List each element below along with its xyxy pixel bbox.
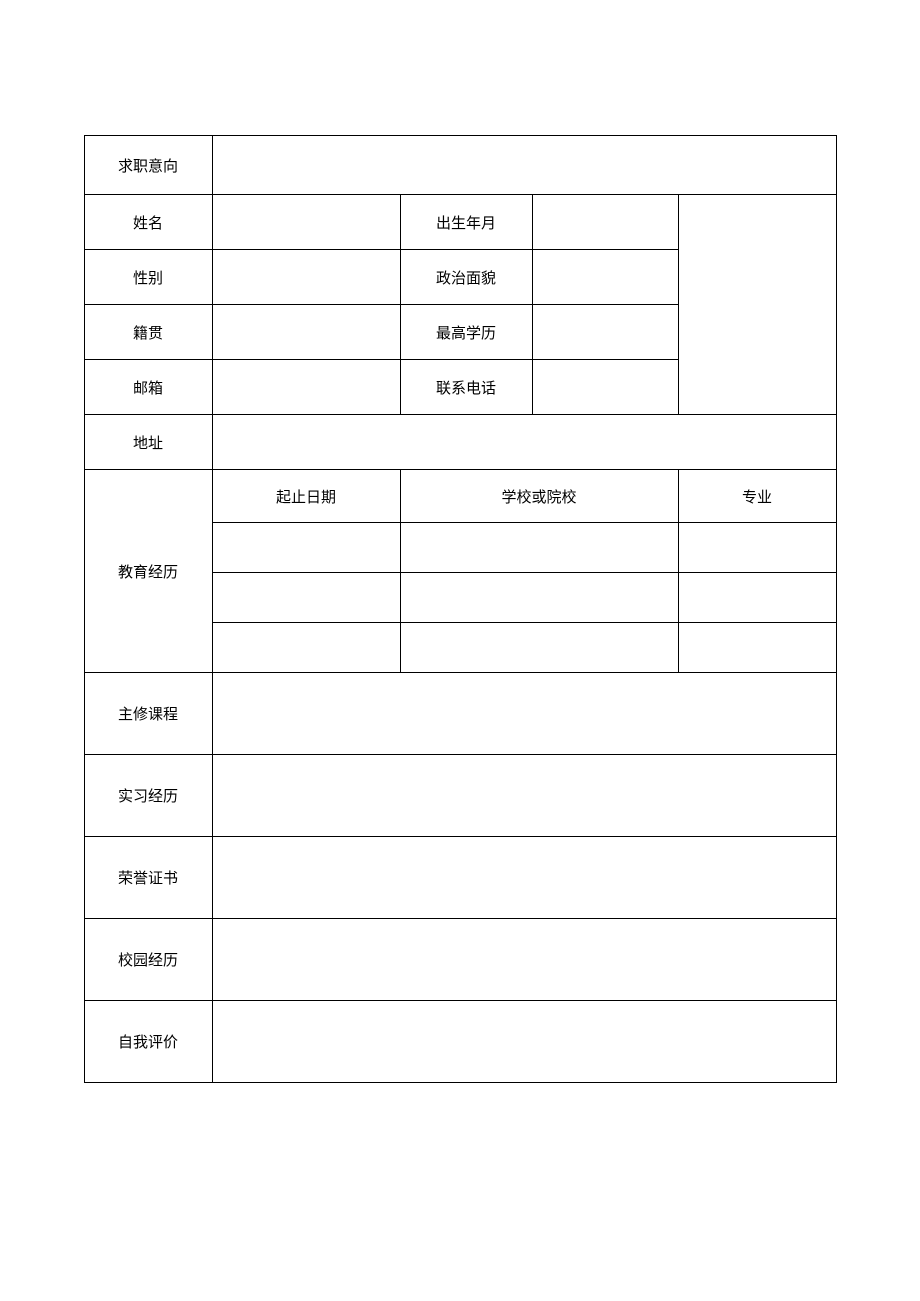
value-edu-date-2 [212, 623, 400, 673]
label-honor-certificates: 荣誉证书 [84, 837, 212, 919]
value-internship [212, 755, 836, 837]
value-honor-certificates [212, 837, 836, 919]
label-name: 姓名 [84, 195, 212, 250]
value-main-courses [212, 673, 836, 755]
value-edu-school-2 [400, 623, 678, 673]
value-native-place [212, 305, 400, 360]
value-campus-experience [212, 919, 836, 1001]
label-main-courses: 主修课程 [84, 673, 212, 755]
value-gender [212, 250, 400, 305]
label-gender: 性别 [84, 250, 212, 305]
value-email [212, 360, 400, 415]
label-self-evaluation: 自我评价 [84, 1001, 212, 1083]
value-edu-major-0 [678, 523, 836, 573]
value-self-evaluation [212, 1001, 836, 1083]
label-address: 地址 [84, 415, 212, 470]
value-edu-major-1 [678, 573, 836, 623]
value-edu-major-2 [678, 623, 836, 673]
label-birth-date: 出生年月 [400, 195, 532, 250]
value-political-status [532, 250, 678, 305]
value-edu-school-0 [400, 523, 678, 573]
value-photo [678, 195, 836, 415]
value-edu-school-1 [400, 573, 678, 623]
label-job-intention: 求职意向 [84, 136, 212, 195]
value-edu-date-0 [212, 523, 400, 573]
label-education-experience: 教育经历 [84, 470, 212, 673]
label-phone: 联系电话 [400, 360, 532, 415]
value-highest-education [532, 305, 678, 360]
label-campus-experience: 校园经历 [84, 919, 212, 1001]
value-address [212, 415, 836, 470]
label-school: 学校或院校 [400, 470, 678, 523]
value-edu-date-1 [212, 573, 400, 623]
label-political-status: 政治面貌 [400, 250, 532, 305]
label-native-place: 籍贯 [84, 305, 212, 360]
value-job-intention [212, 136, 836, 195]
label-internship: 实习经历 [84, 755, 212, 837]
resume-form-table: 求职意向 姓名 出生年月 性别 政治面貌 籍贯 最高学历 邮箱 联系电话 [84, 135, 837, 1083]
label-highest-education: 最高学历 [400, 305, 532, 360]
value-name [212, 195, 400, 250]
value-phone [532, 360, 678, 415]
label-email: 邮箱 [84, 360, 212, 415]
label-date-range: 起止日期 [212, 470, 400, 523]
label-major: 专业 [678, 470, 836, 523]
value-birth-date [532, 195, 678, 250]
